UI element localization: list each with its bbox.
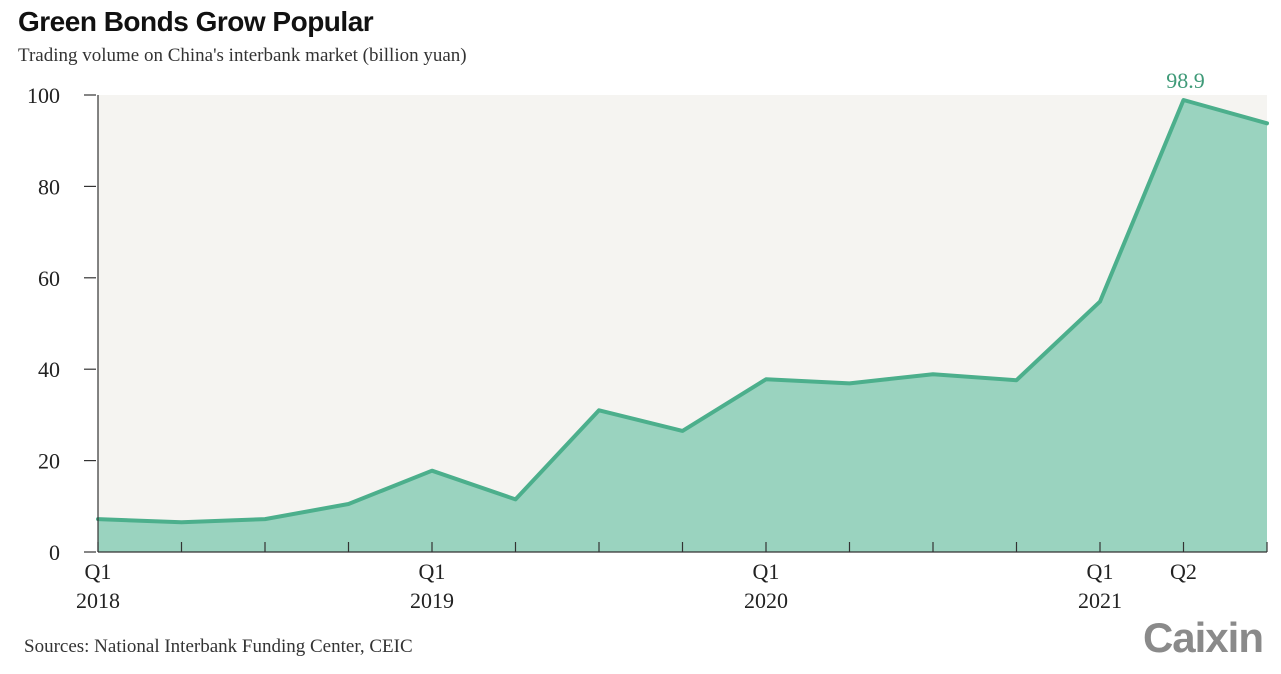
source-note: Sources: National Interbank Funding Cent… bbox=[24, 636, 413, 657]
area-layer bbox=[96, 98, 1269, 552]
axis-layer bbox=[84, 94, 1268, 553]
x-tick-label-2021-01-0: Q1 bbox=[1087, 559, 1114, 584]
x-tick-label-2020-01-0: Q1 bbox=[753, 559, 780, 584]
y-tick-label-40: 40 bbox=[38, 357, 60, 382]
chart-subtitle: Trading volume on China's interbank mark… bbox=[18, 45, 467, 66]
x-tick-label-2021-04-0: Q2 bbox=[1170, 559, 1197, 584]
annotation-label-2021-04: 98.9 bbox=[1166, 68, 1205, 93]
y-tick-label-0: 0 bbox=[49, 540, 60, 565]
y-tick-label-80: 80 bbox=[38, 174, 60, 199]
x-tick-label-2018-01-1: 2018 bbox=[76, 588, 120, 613]
y-tick-label-100: 100 bbox=[27, 83, 60, 108]
y-tick-label-20: 20 bbox=[38, 449, 60, 474]
area-fill bbox=[98, 100, 1267, 552]
x-tick-label-2018-01-0: Q1 bbox=[85, 559, 112, 584]
x-tick-label-2019-01-1: 2019 bbox=[410, 588, 454, 613]
chart-title: Green Bonds Grow Popular bbox=[18, 6, 374, 37]
label-layer: 0 20 40 60 80 100 Q1 2018 Q1 2019 Q1 2020 Q1 2021 Q2 98… bbox=[27, 68, 1205, 613]
x-tick-label-2021-01-1: 2021 bbox=[1078, 588, 1122, 613]
caixin-logo: Caixin bbox=[1142, 614, 1264, 661]
y-tick-label-60: 60 bbox=[38, 266, 60, 291]
x-tick-label-2019-01-0: Q1 bbox=[419, 559, 446, 584]
x-tick-label-2020-01-1: 2020 bbox=[744, 588, 788, 613]
